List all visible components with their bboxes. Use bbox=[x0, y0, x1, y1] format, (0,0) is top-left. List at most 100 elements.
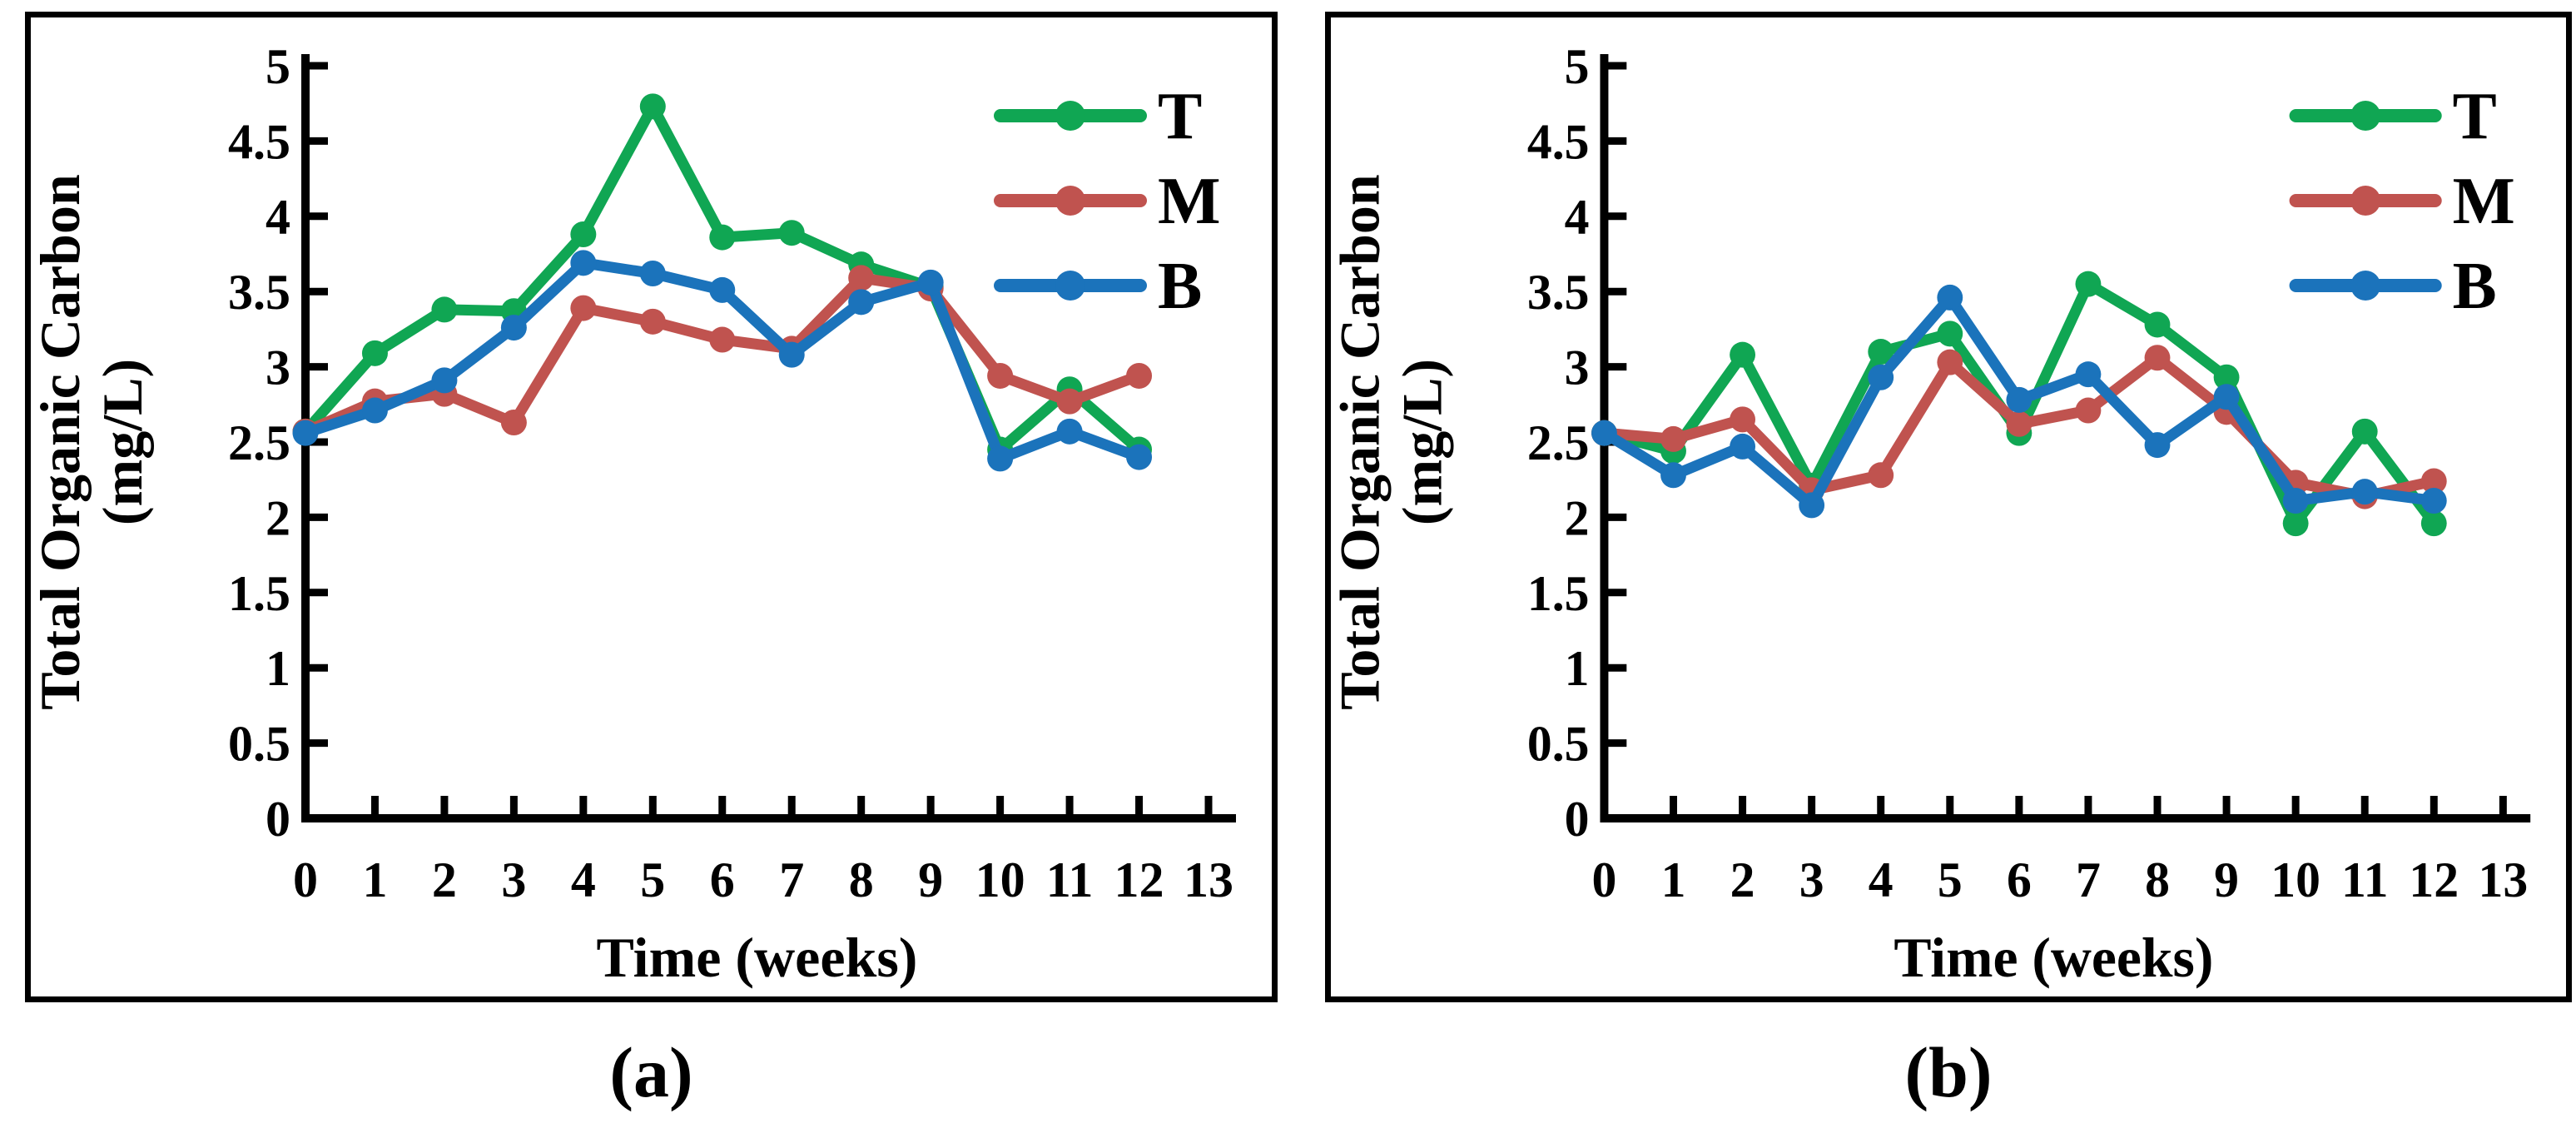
x-tick-label: 0 bbox=[1592, 852, 1617, 907]
x-tick-label: 12 bbox=[1114, 852, 1164, 907]
y-tick-label: 4 bbox=[1565, 190, 1590, 245]
data-point-M-week6 bbox=[2006, 410, 2033, 437]
data-point-M-week8 bbox=[848, 265, 875, 291]
x-tick-label: 6 bbox=[710, 852, 735, 907]
data-point-M-week4 bbox=[570, 295, 597, 321]
x-tick-label: 5 bbox=[640, 852, 665, 907]
data-point-B-week7 bbox=[2075, 361, 2102, 388]
x-tick-label: 12 bbox=[2409, 852, 2459, 907]
x-tick-label: 13 bbox=[2479, 852, 2529, 907]
data-point-M-week8 bbox=[2144, 345, 2171, 371]
x-tick-label: 7 bbox=[2076, 852, 2101, 907]
y-axis-title-line2: (mg/L) bbox=[1392, 359, 1454, 525]
x-tick-label: 3 bbox=[1799, 852, 1824, 907]
y-tick-label: 1.5 bbox=[228, 566, 290, 621]
data-point-T-week7 bbox=[2075, 271, 2102, 297]
legend-marker-T bbox=[1055, 101, 1085, 131]
data-point-B-week5 bbox=[1937, 284, 1963, 311]
data-point-T-week12 bbox=[2420, 510, 2447, 537]
legend-marker-B bbox=[2350, 271, 2381, 301]
data-point-M-week5 bbox=[1937, 349, 1963, 375]
y-tick-label: 2.5 bbox=[1527, 415, 1590, 470]
data-point-T-week2 bbox=[431, 296, 458, 323]
data-point-B-week6 bbox=[2006, 386, 2033, 413]
y-tick-label: 0.5 bbox=[1527, 716, 1590, 771]
x-tick-label: 8 bbox=[2145, 852, 2170, 907]
data-point-B-week4 bbox=[1868, 364, 1894, 390]
data-point-B-week1 bbox=[1660, 462, 1686, 489]
x-tick-label: 7 bbox=[779, 852, 804, 907]
x-tick-label: 2 bbox=[1730, 852, 1755, 907]
x-tick-label: 11 bbox=[1046, 852, 1094, 907]
data-point-B-week0 bbox=[292, 420, 319, 446]
data-point-M-week1 bbox=[1660, 425, 1686, 452]
panel-a-caption: (a) bbox=[609, 1032, 693, 1112]
data-point-B-week12 bbox=[2420, 488, 2447, 514]
x-tick-label: 2 bbox=[432, 852, 457, 907]
data-point-B-week2 bbox=[1730, 433, 1756, 460]
data-point-T-week11 bbox=[2351, 418, 2378, 445]
data-point-M-week5 bbox=[639, 308, 666, 335]
y-tick-label: 3 bbox=[266, 340, 290, 395]
x-tick-label: 1 bbox=[362, 852, 387, 907]
data-point-M-week11 bbox=[1056, 388, 1083, 415]
legend-marker-B bbox=[1055, 271, 1085, 301]
data-point-B-week4 bbox=[570, 250, 597, 276]
x-tick-label: 10 bbox=[975, 852, 1025, 907]
x-axis-title: Time (weeks) bbox=[597, 926, 918, 989]
data-point-M-week4 bbox=[1868, 462, 1894, 489]
legend-marker-T bbox=[2350, 101, 2381, 131]
chart-a: 00.511.522.533.544.550 1 2 3 4 5 6 7 8 9 10 11 12 13T… bbox=[31, 39, 1236, 989]
y-tick-label: 2.5 bbox=[228, 415, 290, 470]
panel-b-box: 0 0.5 1 1.5 2 2.5 3 3.5 4 4.5 5 0 1 2 3 4 5 6 7 8 9 10 11 12 13 T… bbox=[1325, 12, 2572, 1002]
data-point-T-week4 bbox=[1868, 339, 1894, 365]
data-point-B-week11 bbox=[2351, 479, 2378, 505]
data-point-B-week5 bbox=[639, 261, 666, 287]
panel-a-box: 0 0.5 1 1.5 2 2.5 3 3.5 4 4.5 5 0 1 2 3 4 5 6 7 8 9 10 11 12 13 T… bbox=[25, 12, 1278, 1002]
data-point-T-week7 bbox=[778, 220, 805, 246]
data-point-B-week12 bbox=[1126, 444, 1153, 470]
x-tick-label: 3 bbox=[501, 852, 526, 907]
data-point-T-week8 bbox=[2144, 311, 2171, 338]
data-point-B-week3 bbox=[500, 315, 527, 341]
y-axis-title-line2: (mg/L) bbox=[91, 359, 154, 525]
y-tick-label: 1 bbox=[266, 641, 290, 696]
data-point-M-week3 bbox=[500, 409, 527, 435]
data-point-T-week4 bbox=[570, 221, 597, 247]
legend-label-B: B bbox=[1158, 250, 1202, 323]
x-tick-label: 8 bbox=[849, 852, 874, 907]
x-tick-label: 6 bbox=[2007, 852, 2032, 907]
y-tick-label: 0.5 bbox=[228, 717, 290, 772]
chart-b: 00.511.522.533.544.550 1 2 3 4 5 6 7 8 9 10 11 12 13T… bbox=[1331, 39, 2531, 989]
x-tick-label: 9 bbox=[918, 852, 943, 907]
y-tick-label: 4.5 bbox=[1527, 114, 1590, 169]
data-point-B-week2 bbox=[431, 367, 458, 394]
data-point-B-week8 bbox=[848, 289, 875, 316]
y-tick-label: 1.5 bbox=[1527, 566, 1590, 621]
y-tick-label: 5 bbox=[266, 39, 290, 94]
x-tick-label: 4 bbox=[1869, 852, 1894, 907]
data-point-B-week0 bbox=[1591, 420, 1617, 446]
legend-marker-M bbox=[2350, 186, 2381, 216]
legend-label-B: B bbox=[2453, 250, 2497, 323]
data-point-M-week6 bbox=[709, 326, 736, 353]
y-tick-label: 3 bbox=[1565, 340, 1590, 395]
legend-label-T: T bbox=[2453, 80, 2497, 153]
data-point-B-week10 bbox=[2282, 488, 2309, 514]
data-point-T-week5 bbox=[639, 93, 666, 120]
data-point-B-week1 bbox=[361, 397, 388, 424]
data-point-M-week7 bbox=[2075, 397, 2102, 424]
data-point-T-week9 bbox=[2213, 364, 2240, 390]
y-tick-label: 4 bbox=[266, 190, 290, 245]
data-point-B-week11 bbox=[1056, 418, 1083, 445]
y-tick-label: 5 bbox=[1565, 39, 1590, 94]
data-point-B-week8 bbox=[2144, 432, 2171, 459]
data-point-B-week9 bbox=[917, 269, 944, 296]
data-point-B-week10 bbox=[987, 445, 1014, 472]
x-tick-label: 4 bbox=[571, 852, 596, 907]
data-point-M-week12 bbox=[2420, 468, 2447, 494]
y-tick-label: 4.5 bbox=[228, 114, 290, 169]
x-tick-label: 0 bbox=[293, 852, 318, 907]
x-tick-label: 10 bbox=[2271, 852, 2320, 907]
x-axis-title: Time (weeks) bbox=[1894, 927, 2213, 989]
